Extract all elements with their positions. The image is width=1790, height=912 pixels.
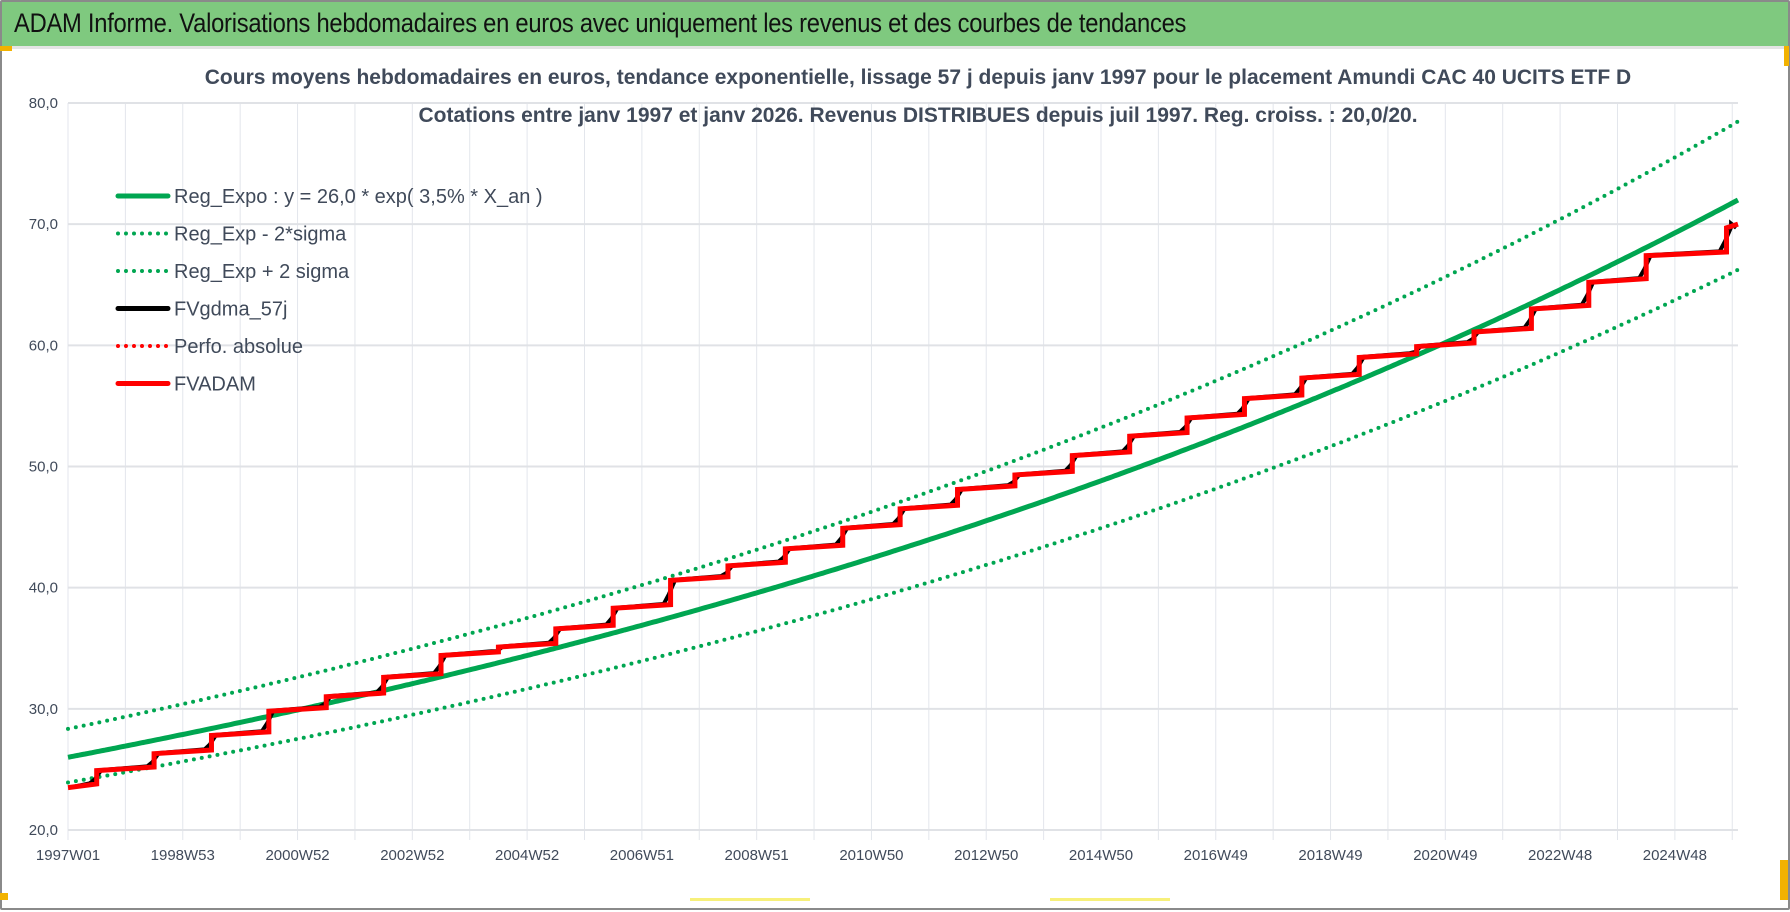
selection-marker (1050, 898, 1170, 901)
header-bar: ADAM Informe. Valorisations hebdomadaire… (2, 2, 1788, 49)
series-reg-expo (67, 197, 1740, 760)
x-tick-label: 2016W49 (1184, 847, 1248, 864)
x-tick-label: 2014W50 (1069, 847, 1133, 864)
x-tick-label: 2020W49 (1413, 847, 1477, 864)
series-reg-exp-plus-2-sigma (66, 119, 1740, 731)
y-tick-label: 60,0 (29, 337, 58, 354)
x-tick-label: 2012W50 (954, 847, 1018, 864)
resize-handle-top-left[interactable] (0, 46, 12, 51)
chart-title: Cours moyens hebdomadaires en euros, ten… (205, 66, 1631, 89)
series-fvadam (67, 221, 1739, 791)
x-tick-label: 2008W51 (725, 847, 789, 864)
x-tick-label: 2004W52 (495, 847, 559, 864)
y-tick-label: 80,0 (29, 95, 58, 112)
x-tick-label: 2006W51 (610, 847, 674, 864)
x-tick-label: 2024W48 (1643, 847, 1707, 864)
legend-label: Reg_Exp - 2*sigma (174, 224, 347, 246)
resize-handle-bottom-right[interactable] (1780, 860, 1788, 900)
header-title: ADAM Informe. Valorisations hebdomadaire… (14, 8, 1187, 38)
legend-label: Reg_Exp + 2 sigma (174, 261, 350, 283)
resize-handle-bottom-left[interactable] (0, 893, 8, 900)
y-tick-label: 30,0 (29, 701, 58, 718)
chart-subtitle: Cotations entre janv 1997 et janv 2026. … (418, 104, 1417, 127)
legend-label: Reg_Expo : y = 26,0 * exp( 3,5% * X_an ) (174, 186, 543, 208)
x-tick-label: 2010W50 (839, 847, 903, 864)
selection-marker (690, 898, 810, 901)
x-tick-label: 2002W52 (380, 847, 444, 864)
x-tick-label: 1997W01 (36, 847, 100, 864)
resize-handle-right[interactable] (1784, 46, 1789, 66)
legend-label: FVgdma_57j (174, 299, 287, 321)
x-tick-label: 2022W48 (1528, 847, 1592, 864)
y-tick-label: 20,0 (29, 822, 58, 839)
y-tick-label: 40,0 (29, 580, 58, 597)
x-tick-label: 1998W53 (151, 847, 215, 864)
legend-label: Perfo. absolue (174, 336, 303, 358)
legend-label: FVADAM (174, 374, 256, 396)
y-tick-label: 50,0 (29, 459, 58, 476)
y-tick-label: 70,0 (29, 216, 58, 233)
series-reg-exp-minus-2-sigma (66, 267, 1740, 785)
x-tick-label: 2018W49 (1298, 847, 1362, 864)
x-tick-label: 2000W52 (265, 847, 329, 864)
